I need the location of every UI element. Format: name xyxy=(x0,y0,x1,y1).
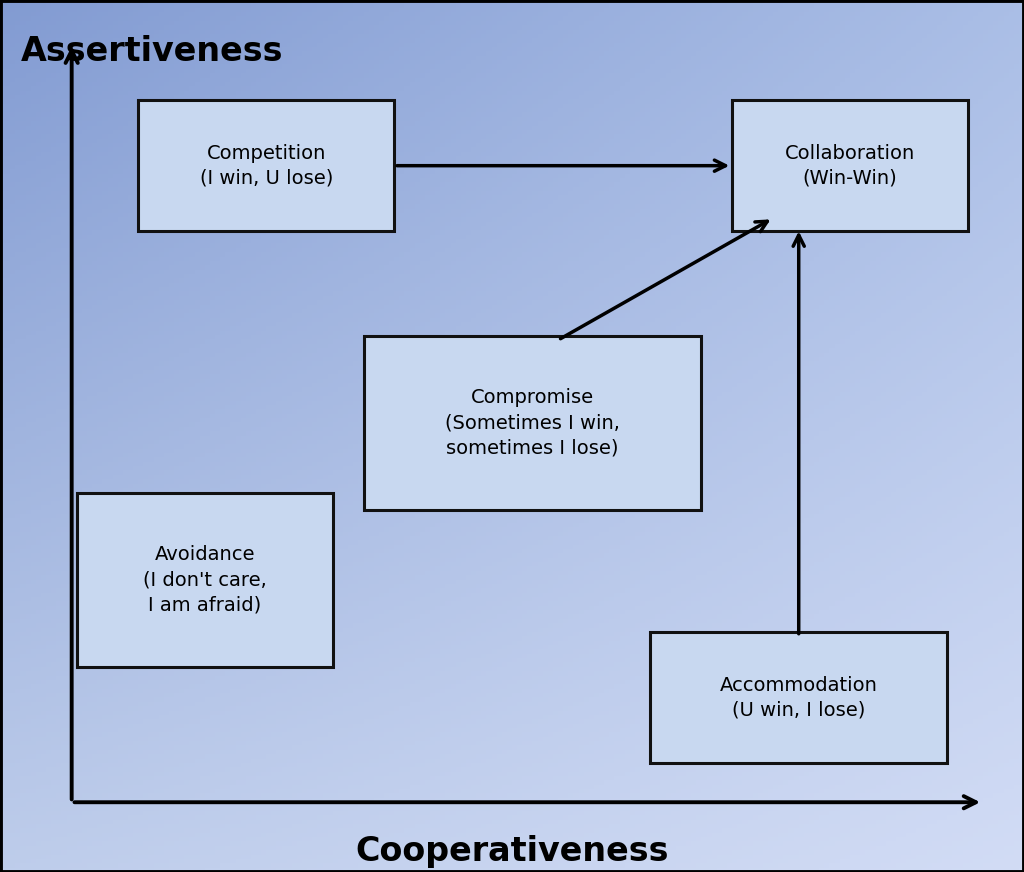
Text: Competition
(I win, U lose): Competition (I win, U lose) xyxy=(200,144,333,187)
Text: Collaboration
(Win-Win): Collaboration (Win-Win) xyxy=(784,144,915,187)
Text: Compromise
(Sometimes I win,
sometimes I lose): Compromise (Sometimes I win, sometimes I… xyxy=(445,388,620,458)
FancyBboxPatch shape xyxy=(650,632,947,763)
FancyBboxPatch shape xyxy=(77,493,333,667)
FancyBboxPatch shape xyxy=(364,336,701,510)
FancyBboxPatch shape xyxy=(732,100,968,231)
Text: Accommodation
(U win, I lose): Accommodation (U win, I lose) xyxy=(720,676,878,719)
FancyBboxPatch shape xyxy=(138,100,394,231)
Text: Cooperativeness: Cooperativeness xyxy=(355,835,669,868)
Text: Avoidance
(I don't care,
I am afraid): Avoidance (I don't care, I am afraid) xyxy=(143,545,266,615)
Text: Assertiveness: Assertiveness xyxy=(20,35,283,68)
